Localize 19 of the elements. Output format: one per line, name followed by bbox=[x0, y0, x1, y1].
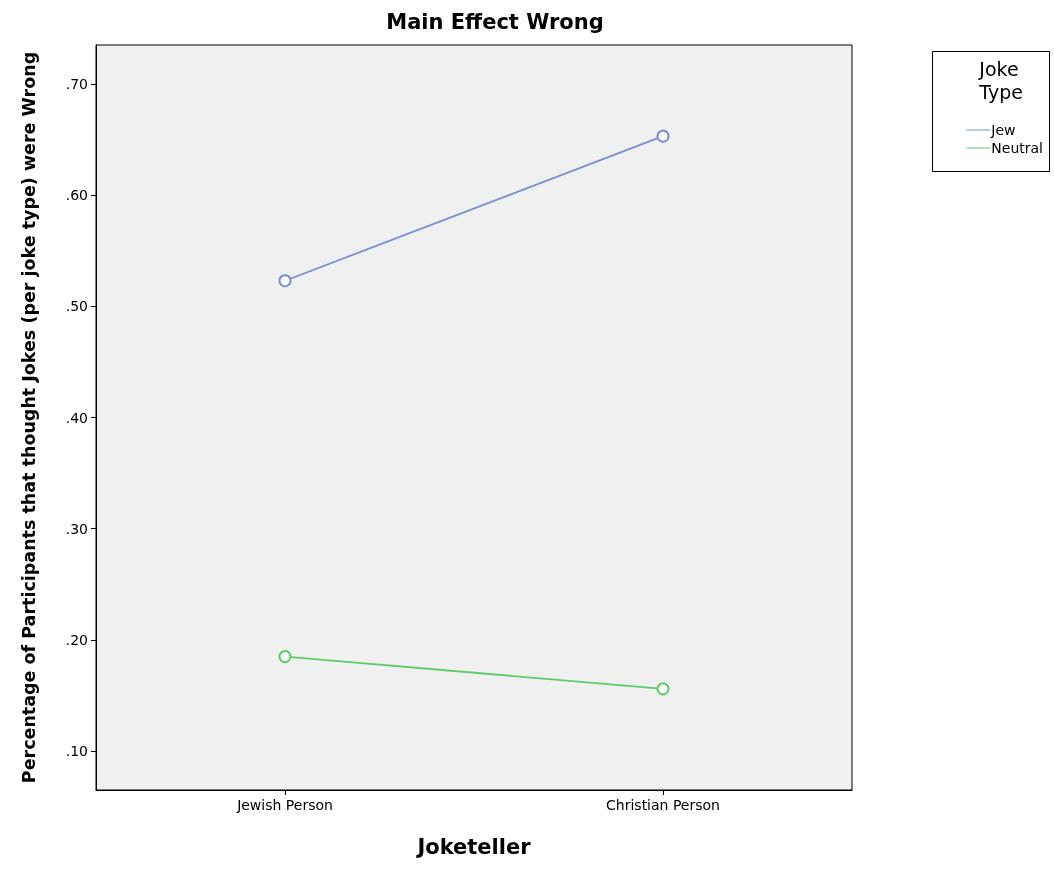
y-tick-label: .30 bbox=[65, 520, 88, 537]
y-tick-label: .70 bbox=[65, 75, 88, 92]
legend-label: Neutral bbox=[991, 140, 1044, 156]
legend-label: Jew bbox=[990, 122, 1016, 138]
y-tick-label: .40 bbox=[65, 409, 88, 426]
y-tick-label: .20 bbox=[65, 631, 88, 648]
y-tick-label: .10 bbox=[65, 743, 88, 760]
point bbox=[656, 129, 670, 143]
chart-title: Main Effect Wrong bbox=[386, 9, 604, 34]
y-tick-label: .50 bbox=[65, 298, 88, 315]
y-axis-title: Percentage of Participants that thought Jokes (per joke type) were Wrong bbox=[19, 51, 39, 784]
legend-title: Joke Type bbox=[978, 57, 1023, 103]
x-tick-label: Jewish Person bbox=[236, 797, 333, 813]
point bbox=[656, 682, 670, 696]
x-tick-label: Christian Person bbox=[606, 797, 720, 813]
point bbox=[278, 650, 292, 664]
point bbox=[278, 274, 292, 288]
x-axis-title: Joketeller bbox=[415, 834, 532, 859]
y-tick-label: .60 bbox=[65, 187, 88, 204]
